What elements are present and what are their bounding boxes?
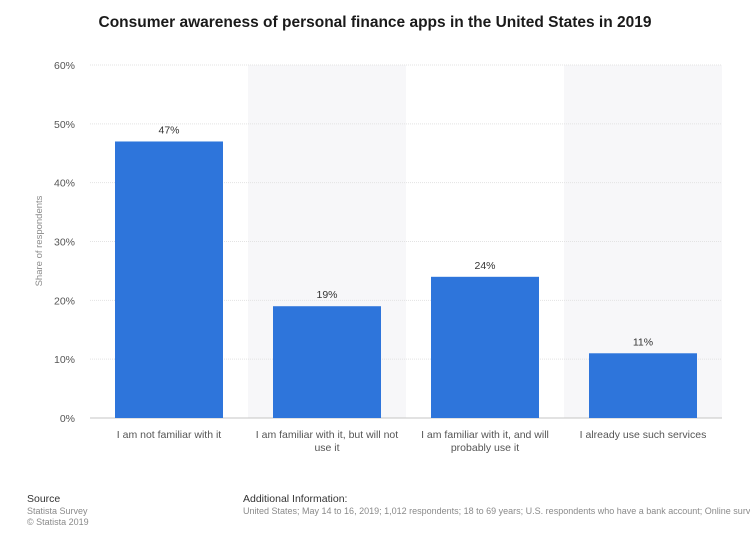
- bar-chart: 0% 10% 20% 30% 40% 50% 60% 47% 19% 24% 11% I am n…: [34, 60, 722, 454]
- x-tick-label: I am familiar with it, and will probably …: [421, 429, 549, 454]
- y-tick-label: 50%: [54, 119, 75, 131]
- bars: [115, 141, 697, 418]
- y-tick-label: 10%: [54, 354, 75, 366]
- y-tick-label: 30%: [54, 237, 75, 249]
- source-line: Statista Survey: [27, 506, 88, 516]
- x-axis-ticks: I am not familiar with it I am familiar w…: [117, 429, 707, 454]
- additional-info-text: United States; May 14 to 16, 2019; 1,012…: [243, 506, 750, 516]
- bar: [589, 353, 697, 418]
- source-block: Source Statista Survey © Statista 2019: [27, 493, 89, 528]
- bar: [431, 276, 539, 418]
- bar-value-label: 24%: [474, 260, 495, 272]
- bar-value-label: 47%: [158, 124, 179, 136]
- additional-info-block: Additional Information: United States; M…: [243, 493, 750, 517]
- y-tick-label: 60%: [54, 60, 75, 72]
- y-axis-ticks: 0% 10% 20% 30% 40% 50% 60%: [54, 60, 75, 425]
- y-tick-label: 40%: [54, 178, 75, 190]
- y-tick-label: 0%: [60, 413, 75, 425]
- value-labels: 47% 19% 24% 11%: [158, 124, 653, 348]
- x-tick-label: I am not familiar with it: [117, 429, 222, 441]
- bar: [273, 306, 381, 418]
- x-tick-label: I am familiar with it, but will not use i…: [256, 429, 398, 454]
- additional-info-heading: Additional Information:: [243, 493, 348, 505]
- source-heading: Source: [27, 493, 61, 505]
- chart-title: Consumer awareness of personal finance a…: [98, 14, 652, 31]
- bar: [115, 141, 223, 418]
- y-axis-label: Share of respondents: [34, 195, 45, 286]
- y-tick-label: 20%: [54, 295, 75, 307]
- x-tick-label: I already use such services: [580, 429, 707, 441]
- copyright-line: © Statista 2019: [27, 517, 89, 527]
- bar-value-label: 19%: [316, 289, 337, 301]
- bar-value-label: 11%: [633, 336, 653, 348]
